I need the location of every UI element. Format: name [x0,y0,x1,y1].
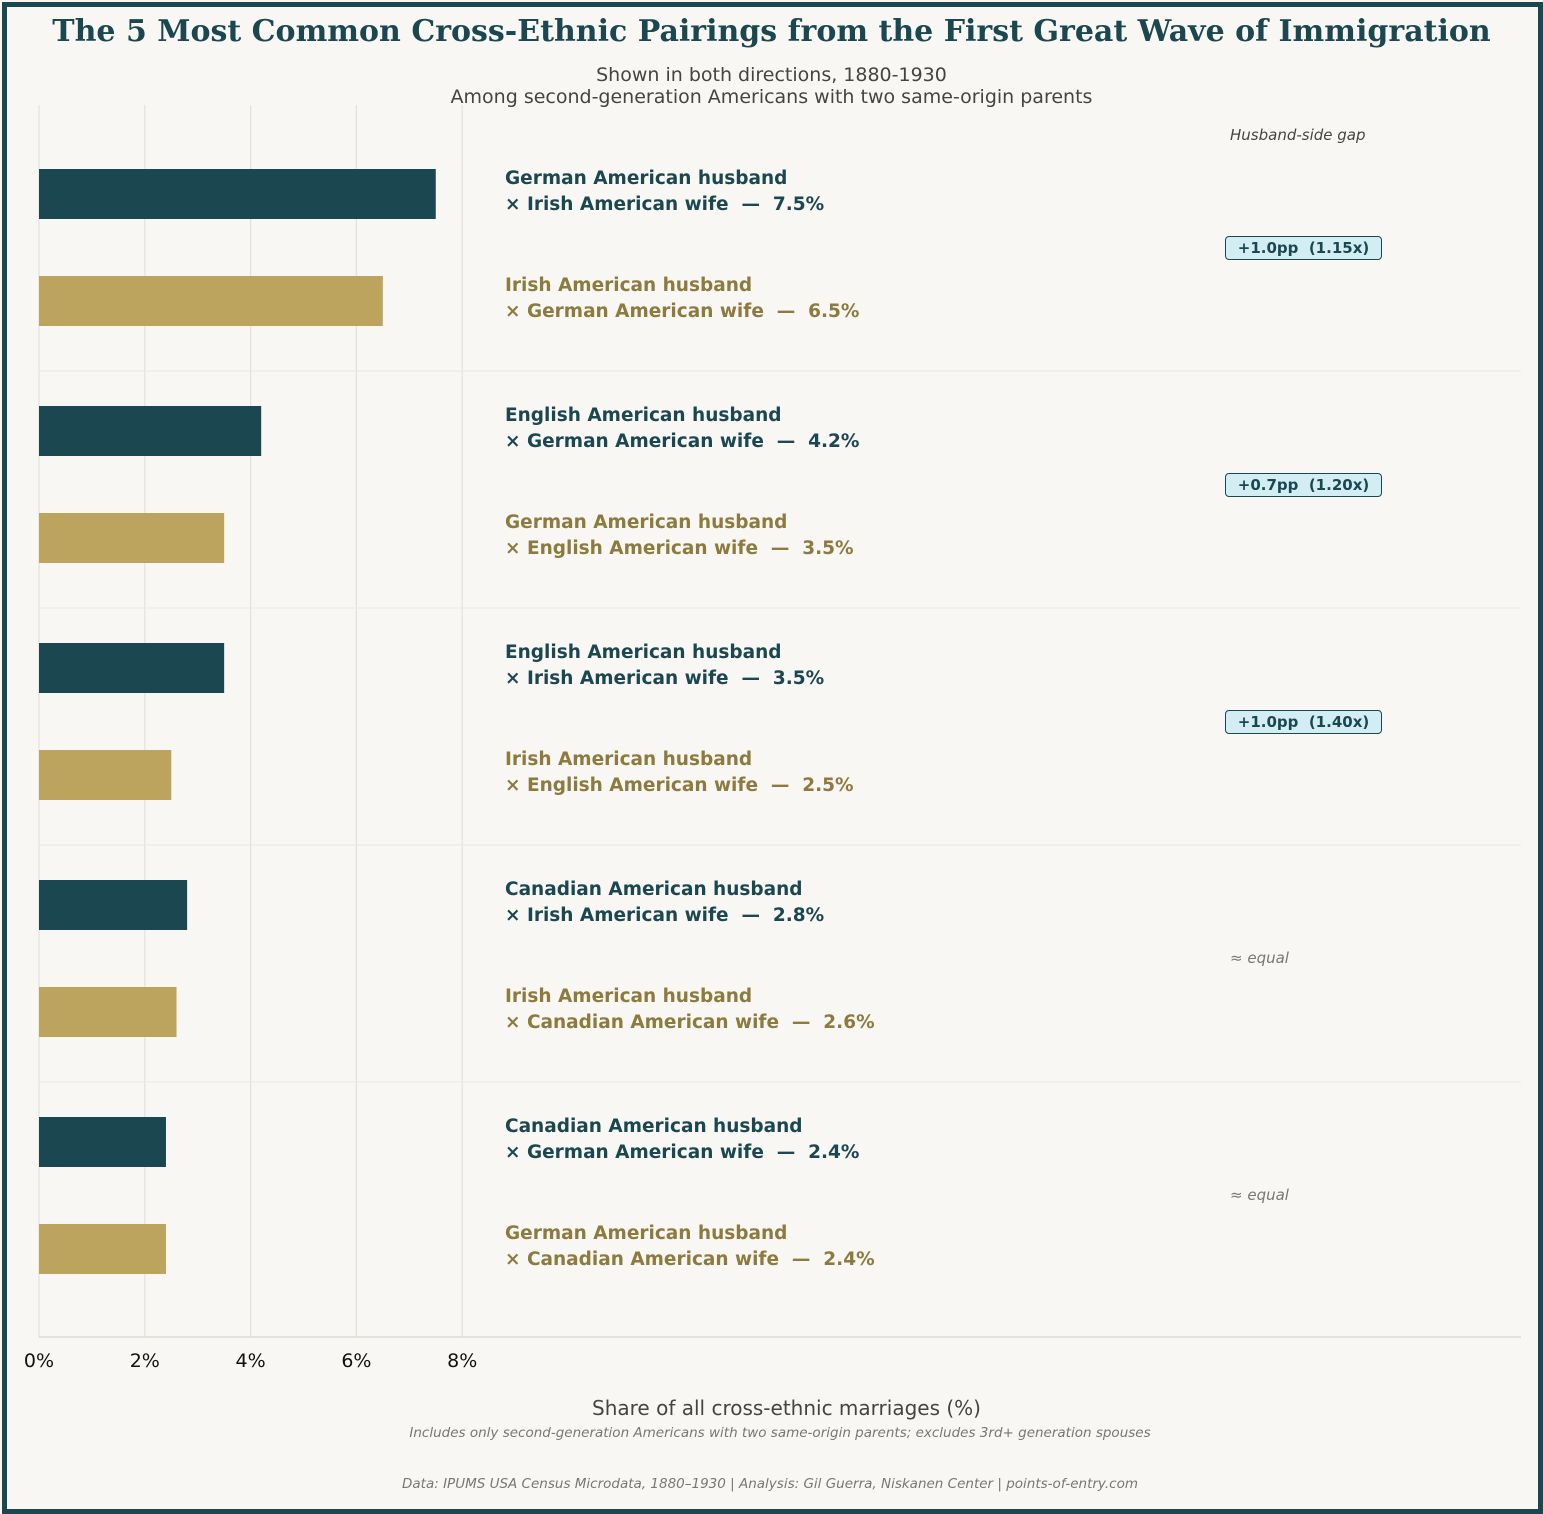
bar-label-line2: × English American wife — 3.5% [505,538,854,559]
bar [39,513,225,563]
bar-label: German American husband × Irish American … [505,166,824,218]
bar-label-line2: × German American wife — 2.4% [505,1142,860,1163]
bar-label-line1: German American husband [505,1223,788,1244]
bar-label-line1: German American husband [505,168,788,189]
gap-header: Husband-side gap [1230,126,1366,144]
bar-label-line1: English American husband [505,642,782,663]
bar-label-line2: × Canadian American wife — 2.4% [505,1249,875,1270]
bar-label-line2: × Canadian American wife — 2.6% [505,1012,875,1033]
bar [39,1117,166,1167]
x-tick-label: 8% [447,1350,478,1372]
chart-subtitle-2: Among second-generation Americans with t… [450,86,1093,108]
bar [39,276,383,326]
gap-badge: +1.0pp (1.15x) [1225,235,1382,260]
bar [39,1224,166,1274]
bar-label-line1: Canadian American husband [505,879,803,900]
bar-label-line2: × Irish American wife — 7.5% [505,194,825,215]
bar-label: English American husband × Irish American… [505,640,824,692]
bar-label-line1: German American husband [505,512,788,533]
bar-label-line1: Irish American husband [505,749,753,770]
bar [39,987,177,1037]
x-tick-label: 2% [129,1350,160,1372]
bar [39,750,172,800]
chart-note: Includes only second-generation American… [409,1425,1151,1441]
bar-label-line1: Irish American husband [505,986,753,1007]
bar [39,643,225,693]
chart-title: The 5 Most Common Cross-Ethnic Pairings … [52,14,1491,49]
bar-label-line2: × Irish American wife — 2.8% [505,905,825,926]
bar-label: Canadian American husband × Irish America… [505,877,824,929]
bar-label: Irish American husband × Canadian America… [505,984,875,1036]
bar-label-line1: English American husband [505,405,782,426]
bar-label: German American husband × English America… [505,510,854,562]
bar [39,169,436,219]
gap-badge: +0.7pp (1.20x) [1225,472,1382,497]
chart-source: Data: IPUMS USA Census Microdata, 1880–1… [402,1476,1138,1492]
bar-label: Irish American husband × German American … [505,273,859,325]
bar-label-line1: Irish American husband [505,275,753,296]
bar-label: German American husband × Canadian Americ… [505,1221,875,1273]
bar-label-line1: Canadian American husband [505,1116,803,1137]
x-axis-label: Share of all cross-ethnic marriages (%) [592,1396,981,1420]
bar-label: Irish American husband × English American… [505,747,854,799]
bar-label-line2: × English American wife — 2.5% [505,775,854,796]
x-tick-label: 4% [235,1350,266,1372]
bar-label-line2: × German American wife — 4.2% [505,431,860,452]
gap-badge: +1.0pp (1.40x) [1225,709,1382,734]
bar [39,406,262,456]
chart-subtitle-1: Shown in both directions, 1880-1930 [596,64,947,86]
bar-label-line2: × German American wife — 6.5% [505,301,860,322]
gap-equal-label: ≈ equal [1230,948,1289,967]
x-tick-label: 6% [341,1350,372,1372]
x-tick-label: 0% [23,1350,55,1372]
bar [39,880,188,930]
gap-equal-label: ≈ equal [1230,1185,1289,1204]
bar-label: Canadian American husband × German Americ… [505,1114,859,1166]
bar-label-line2: × Irish American wife — 3.5% [505,668,825,689]
bar-label: English American husband × German America… [505,403,859,455]
